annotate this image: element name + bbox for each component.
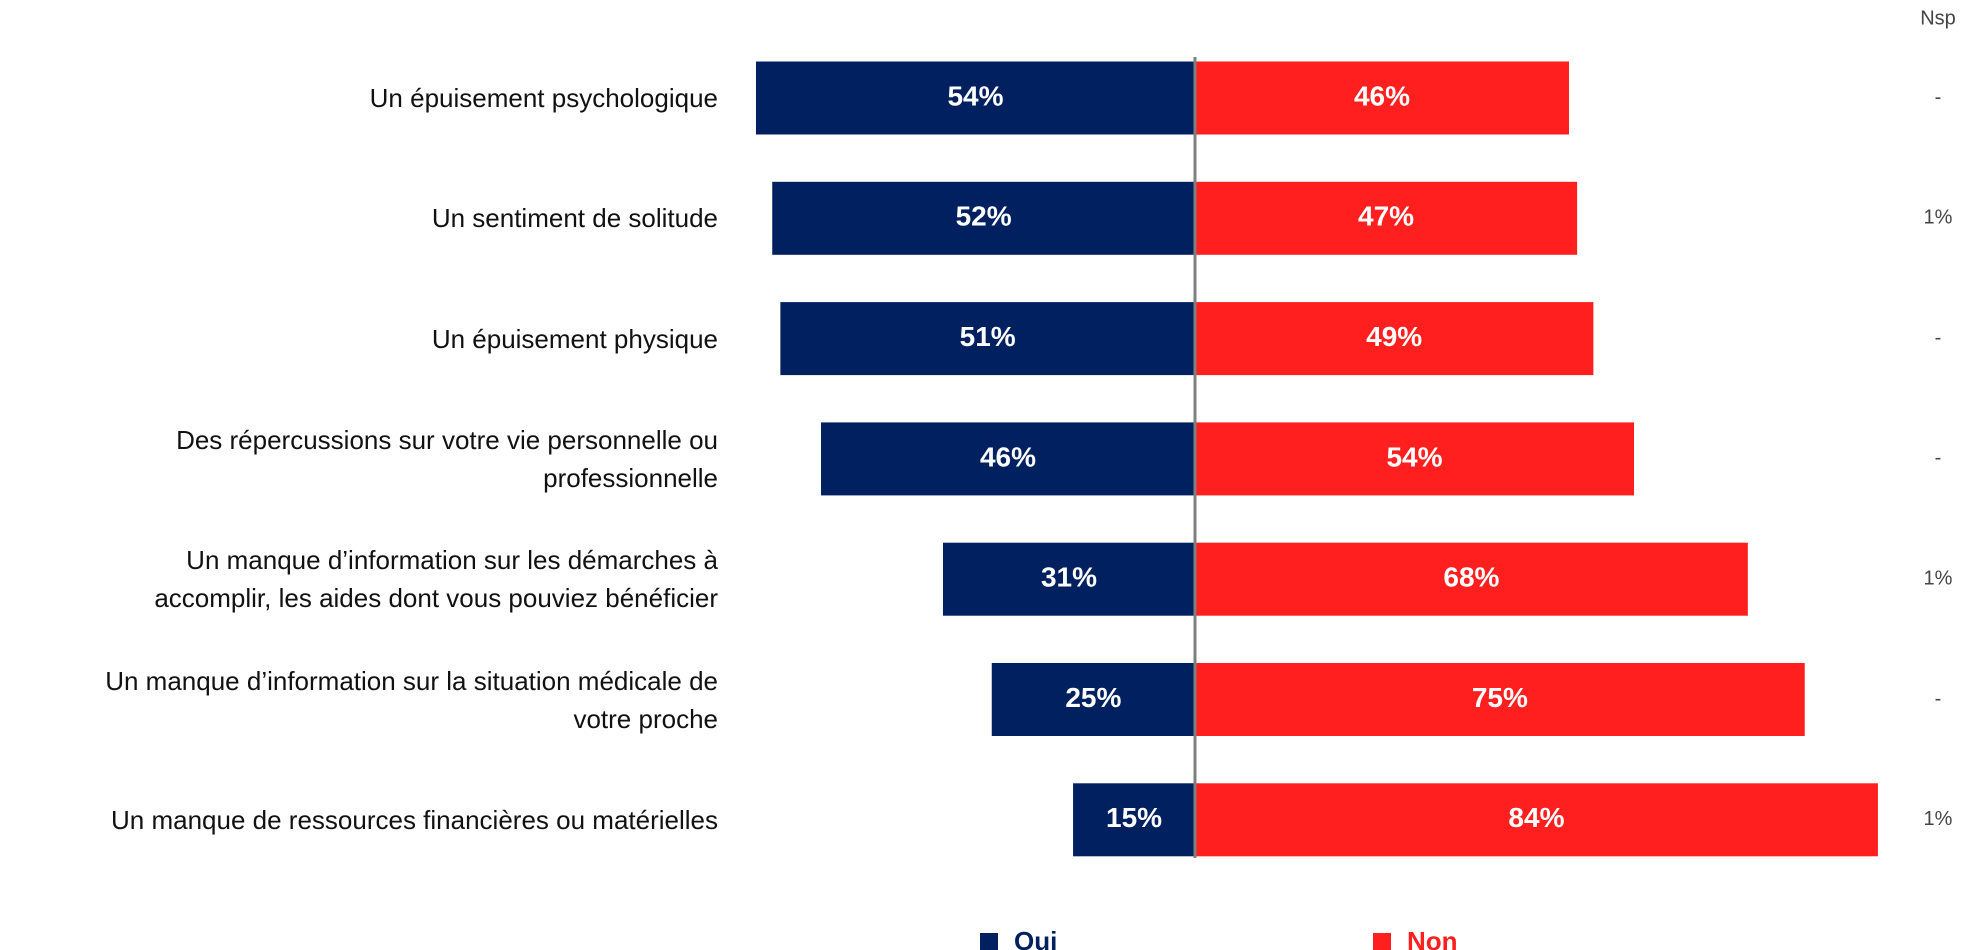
value-label: 15% [1106,802,1162,833]
bar [755,61,1195,135]
category-label: Un manque de ressources financières ou m… [111,804,718,835]
bar [1195,422,1635,496]
bar [772,181,1195,255]
nsp-value: 1% [1924,567,1953,589]
nsp-title: Nsp [1920,7,1956,29]
legend-label: Oui [1014,926,1057,950]
bar [1195,663,1805,736]
category-label: Un manque d’information sur les démarche… [154,545,718,614]
category-label: Un sentiment de solitude [431,203,718,234]
bar [821,422,1195,496]
value-label: 46% [1354,80,1410,111]
category-label: Un manque d’information sur la situation… [105,665,718,734]
value-label: 54% [1386,441,1442,472]
value-label: 51% [960,321,1016,352]
legend-swatch [980,933,998,950]
category-label: Un épuisement psychologique [369,83,718,113]
nsp-value: - [1935,327,1942,349]
nsp-value: 1% [1924,207,1953,229]
bar [1195,542,1748,616]
nsp-value: 1% [1924,808,1953,830]
value-label: 54% [947,80,1003,111]
legend-label: Non [1407,926,1458,950]
bar [991,663,1195,736]
bar [1195,302,1594,376]
bar [942,542,1195,616]
legend-swatch [1373,933,1391,950]
category-label: Un épuisement physique [431,323,718,354]
value-label: 84% [1508,802,1564,833]
value-label: 49% [1366,321,1422,352]
value-label: 75% [1472,682,1528,713]
value-label: 31% [1041,562,1097,593]
value-label: 52% [956,201,1012,232]
value-label: 46% [980,441,1036,472]
bar [780,302,1195,376]
bar [1195,783,1878,857]
value-label: 25% [1065,682,1121,713]
bar [1073,783,1195,857]
value-label: 47% [1358,201,1414,232]
nsp-value: - [1935,86,1942,108]
value-label: 68% [1443,562,1499,593]
nsp-value: - [1935,688,1942,710]
category-label: Des répercussions sur votre vie personne… [176,424,718,493]
bar [1195,181,1578,255]
bar [1195,61,1569,135]
nsp-value: - [1935,447,1942,469]
